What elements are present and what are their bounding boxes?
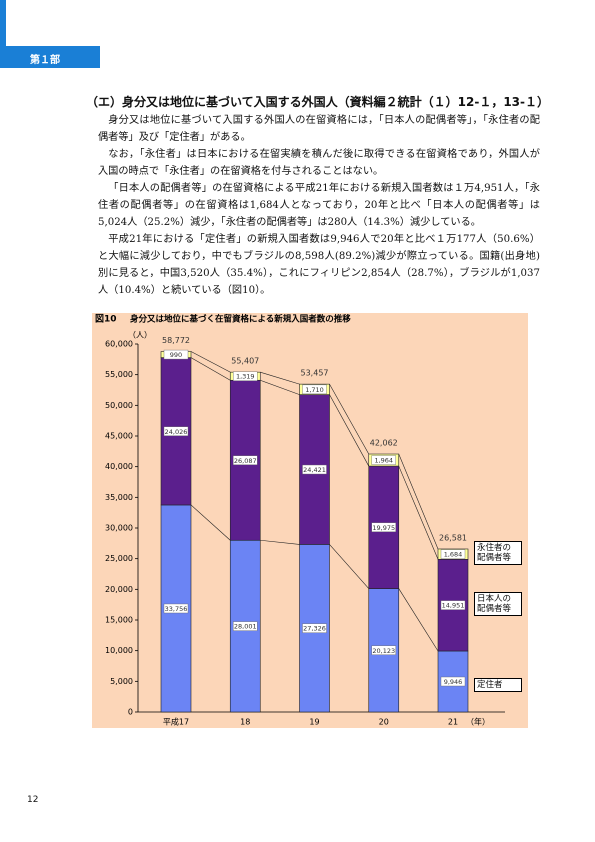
total-label: 42,062 [370,439,398,448]
connector-line [329,383,370,455]
total-label: 53,457 [301,369,329,378]
y-tick-label: 30,000 [105,524,133,533]
x-tick-label: 19 [309,718,319,727]
figure-title: 身分又は地位に基づく在留資格による新規入国者数の推移 [130,314,351,325]
y-tick-label: 35,000 [105,493,133,502]
value-label: 1,964 [374,457,393,465]
value-label-box [163,603,189,614]
value-label: 33,756 [165,605,188,613]
y-tick-label: 15,000 [105,616,133,625]
connector-line [329,394,370,467]
value-label-box [163,426,189,436]
y-tick-label: 50,000 [105,401,133,410]
total-label: 58,772 [162,336,190,345]
connector-line [398,465,439,560]
paragraph: 身分又は地位に基づいて入国する外国人の在留資格には，「日本人の配偶者等」，「永住… [98,115,540,143]
value-label-box [302,384,327,395]
x-tick-label: 平成17 [163,717,189,727]
side-bar [0,0,6,68]
value-label: 20,123 [372,647,395,655]
legend-entry: 日本人の配偶者等 [474,592,522,616]
paragraph: 「日本人の配偶者等」の在留資格による平成21年における新規入国者数は１万4,95… [98,183,540,228]
y-unit: （人） [128,331,152,340]
connector-line [190,504,231,541]
value-label: 1,319 [236,373,255,381]
value-label: 26,087 [234,457,257,465]
value-label-box [233,455,258,465]
x-tick-label: 21 [448,718,458,727]
value-label-box [371,645,396,655]
x-unit: （年） [466,717,490,727]
value-label: 14,951 [442,602,465,610]
value-label-box [233,621,258,631]
y-tick-label: 60,000 [105,340,133,349]
value-label: 1,684 [444,551,463,559]
y-tick-label: 0 [128,708,133,717]
part-tab [0,46,100,68]
legend-entry: 定住者 [474,678,522,692]
x-tick-label: 18 [240,718,250,727]
y-tick-label: 10,000 [105,646,133,655]
connector-line [260,539,300,545]
x-tick-label: 20 [379,718,389,727]
value-label-box [440,676,466,687]
y-tick-label: 55,000 [105,370,133,379]
connector-line [190,351,231,373]
connector-line [260,371,300,385]
value-label-box [163,349,189,360]
paragraph: 平成21年における「定住者」の新規入国者数は9,946人で20年と比べ１万177… [98,234,540,296]
body-text: 身分又は地位に基づいて入国する外国人の在留資格には，「日本人の配偶者等」，「永住… [98,112,540,299]
legend-entry: 永住者の配偶者等 [474,541,522,565]
figure-label: 図10 [95,314,117,325]
total-label: 55,407 [231,357,259,366]
total-label: 26,581 [439,533,467,542]
paragraph: なお，「永住者」は日本における在留実績を積んだ後に取得できる在留資格であり，外国… [98,149,540,177]
value-label: 28,001 [234,623,257,631]
connector-line [329,544,369,589]
connector-line [398,588,439,652]
section-heading: （エ）身分又は地位に基づいて入国する外国人（資料編２統計（１）12-１，13-１… [86,95,550,109]
connector-line [190,357,231,381]
y-tick-label: 5,000 [110,677,133,686]
y-tick-label: 25,000 [105,554,133,563]
value-label: 1,710 [305,386,324,394]
value-label: 27,326 [303,625,326,633]
page-number: 12 [27,795,39,805]
part-label: 第１部 [30,55,60,66]
y-tick-label: 40,000 [105,462,133,471]
value-label: 9,946 [444,678,463,686]
value-label-box [371,455,396,465]
value-label: 990 [170,351,182,359]
connector-line [398,453,439,550]
value-label: 19,975 [372,524,395,532]
value-label-box [302,464,327,475]
y-tick-label: 20,000 [105,585,133,594]
value-label-box [371,522,396,533]
value-label-box [302,623,327,633]
value-label: 24,026 [165,428,188,436]
value-label-box [233,371,258,381]
value-label-box [440,600,466,610]
value-label-box [440,549,466,559]
y-tick-label: 45,000 [105,432,133,441]
value-label: 24,421 [303,466,326,474]
connector-line [260,379,300,395]
